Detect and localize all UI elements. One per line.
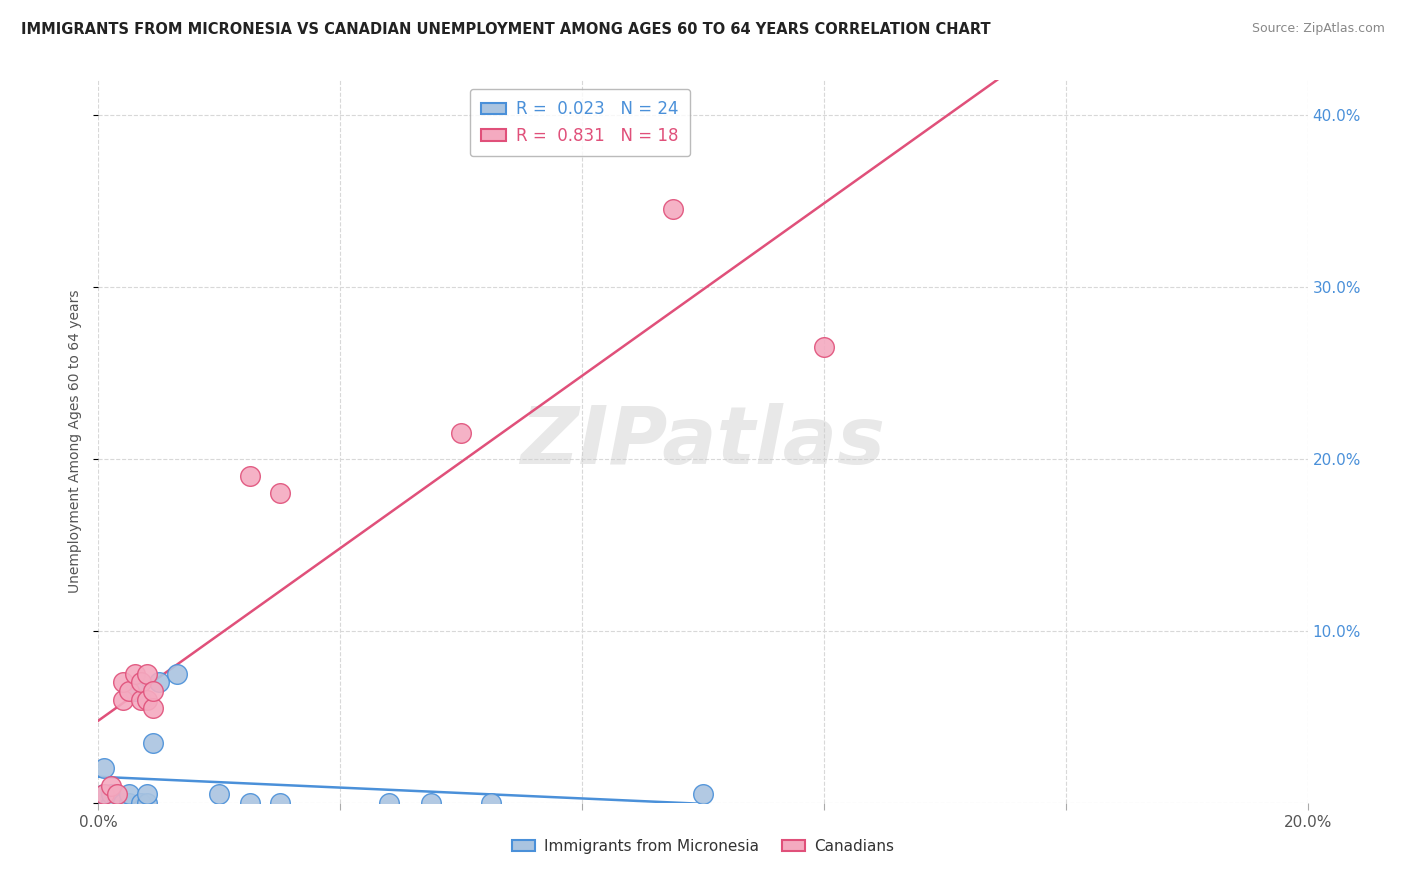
Point	[420, 796, 443, 810]
Point	[135, 666, 157, 681]
Point	[377, 796, 399, 810]
Text: IMMIGRANTS FROM MICRONESIA VS CANADIAN UNEMPLOYMENT AMONG AGES 60 TO 64 YEARS CO: IMMIGRANTS FROM MICRONESIA VS CANADIAN U…	[21, 22, 991, 37]
Point	[166, 666, 188, 681]
Point	[111, 796, 134, 810]
Point	[269, 796, 291, 810]
Point	[481, 796, 503, 810]
Point	[239, 469, 262, 483]
Point	[135, 787, 157, 801]
Point	[100, 787, 122, 801]
Point	[105, 787, 128, 801]
Point	[450, 425, 472, 440]
Point	[111, 796, 134, 810]
Point	[813, 340, 835, 354]
Point	[111, 692, 134, 706]
Point	[100, 779, 122, 793]
Legend: Immigrants from Micronesia, Canadians: Immigrants from Micronesia, Canadians	[506, 833, 900, 860]
Point	[135, 692, 157, 706]
Point	[129, 675, 152, 690]
Point	[208, 787, 231, 801]
Point	[118, 684, 141, 698]
Point	[118, 796, 141, 810]
Point	[124, 684, 146, 698]
Point	[124, 666, 146, 681]
Point	[239, 796, 262, 810]
Point	[118, 787, 141, 801]
Text: Source: ZipAtlas.com: Source: ZipAtlas.com	[1251, 22, 1385, 36]
Point	[93, 787, 115, 801]
Point	[100, 796, 122, 810]
Point	[142, 684, 165, 698]
Point	[93, 761, 115, 775]
Point	[661, 202, 683, 217]
Point	[148, 675, 170, 690]
Point	[129, 692, 152, 706]
Point	[105, 796, 128, 810]
Point	[142, 735, 165, 749]
Y-axis label: Unemployment Among Ages 60 to 64 years: Unemployment Among Ages 60 to 64 years	[69, 290, 83, 593]
Point	[269, 486, 291, 500]
Point	[111, 675, 134, 690]
Point	[692, 787, 714, 801]
Point	[129, 796, 152, 810]
Point	[142, 701, 165, 715]
Point	[93, 787, 115, 801]
Text: ZIPatlas: ZIPatlas	[520, 402, 886, 481]
Point	[135, 796, 157, 810]
Point	[105, 796, 128, 810]
